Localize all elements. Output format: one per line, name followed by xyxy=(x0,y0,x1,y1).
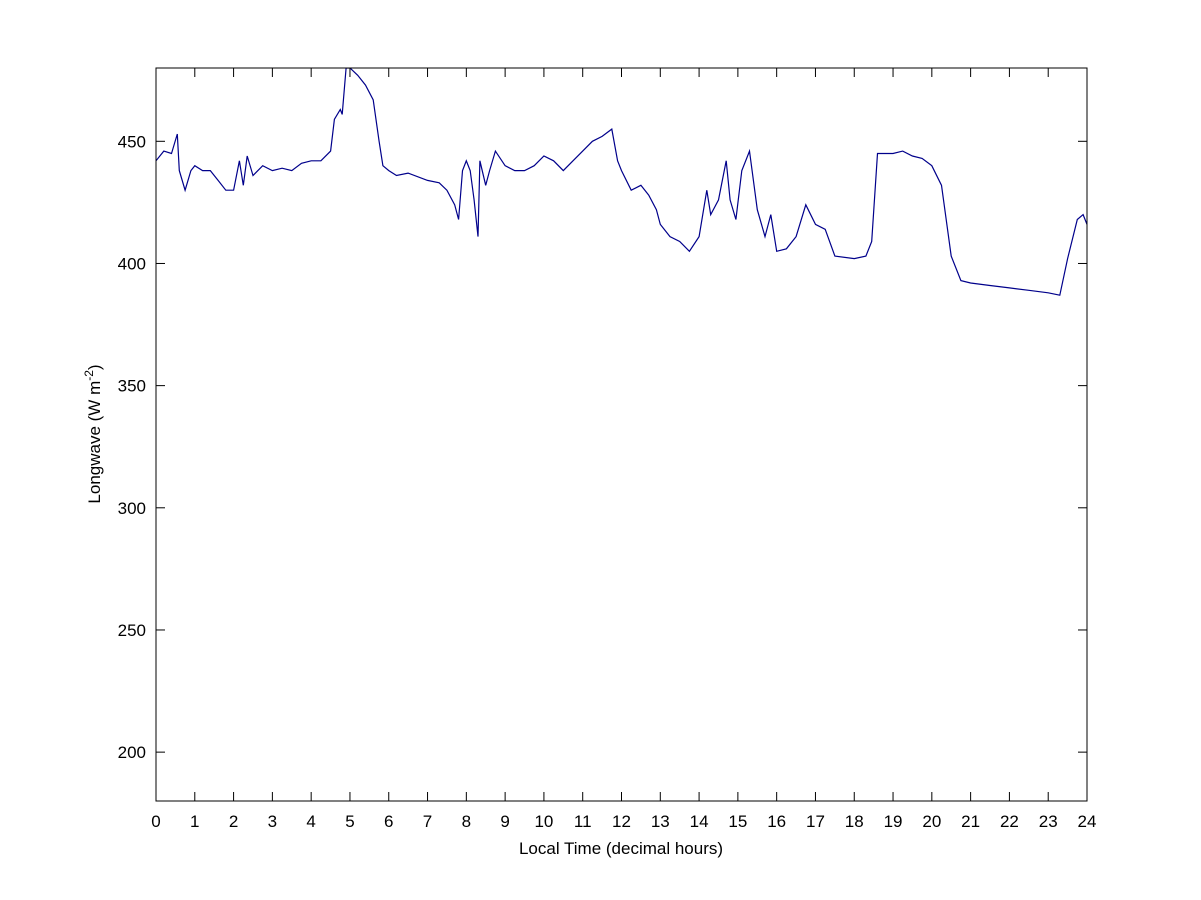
y-axis-label: Longwave (W m-2) xyxy=(82,364,104,503)
x-tick-label: 20 xyxy=(922,812,941,831)
x-tick-label: 11 xyxy=(574,812,592,831)
x-tick-label: 1 xyxy=(190,812,199,831)
x-tick-label: 5 xyxy=(345,812,354,831)
x-tick-label: 23 xyxy=(1039,812,1058,831)
x-tick-label: 3 xyxy=(268,812,277,831)
x-tick-label: 12 xyxy=(612,812,631,831)
y-axis-label-text: Longwave (W m xyxy=(85,381,104,504)
x-tick-label: 2 xyxy=(229,812,238,831)
x-tick-label: 22 xyxy=(1000,812,1019,831)
y-tick-label: 300 xyxy=(118,499,146,518)
x-tick-label: 18 xyxy=(845,812,864,831)
y-tick-label: 200 xyxy=(118,743,146,762)
x-tick-label: 19 xyxy=(884,812,903,831)
x-tick-label: 8 xyxy=(462,812,471,831)
x-tick-label: 6 xyxy=(384,812,393,831)
y-tick-label: 450 xyxy=(118,132,146,151)
x-tick-label: 4 xyxy=(306,812,315,831)
y-axis-label-end: ) xyxy=(85,364,104,370)
x-tick-label: 9 xyxy=(500,812,509,831)
y-axis-label-sup: -2 xyxy=(82,370,96,381)
x-tick-label: 24 xyxy=(1078,812,1097,831)
x-axis-label: Local Time (decimal hours) xyxy=(519,839,723,858)
x-tick-label: 14 xyxy=(690,812,709,831)
y-tick-label: 250 xyxy=(118,621,146,640)
x-tick-label: 0 xyxy=(151,812,160,831)
data-line xyxy=(156,68,1087,296)
x-tick-label: 10 xyxy=(534,812,553,831)
x-tick-label: 17 xyxy=(806,812,825,831)
y-tick-label: 400 xyxy=(118,254,146,273)
x-tick-label: 16 xyxy=(767,812,786,831)
x-tick-label: 21 xyxy=(961,812,980,831)
x-tick-label: 15 xyxy=(728,812,747,831)
x-tick-label: 7 xyxy=(423,812,432,831)
x-tick-label: 13 xyxy=(651,812,670,831)
y-tick-label: 350 xyxy=(118,377,146,396)
